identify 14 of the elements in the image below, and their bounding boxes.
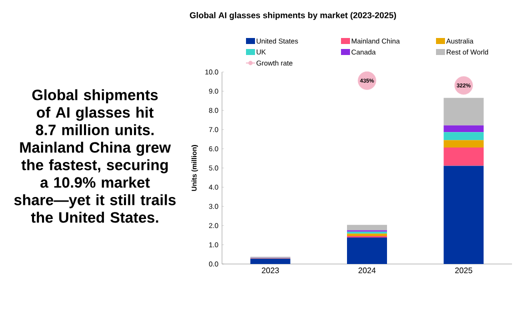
chart-title: Global AI glasses shipments by market (2023-2025): [190, 12, 396, 20]
bar: [444, 98, 484, 126]
bar: [347, 238, 388, 264]
bar: [444, 147, 484, 166]
bar: [444, 140, 484, 148]
x-tick-label: 2025: [455, 268, 472, 274]
bar: [444, 132, 484, 140]
bar: [347, 224, 388, 230]
bar: [444, 166, 484, 264]
bar: [250, 258, 290, 264]
x-tick-label: 2023: [262, 268, 279, 274]
text: Global shipments of AI glasses hit 8.7 million units. Mainland China grew the fastest, securing a 10.9% market share—yet it still trails the United States.: [14, 89, 176, 223]
x-tick-label: 2024: [358, 268, 376, 274]
bar: [444, 125, 484, 132]
